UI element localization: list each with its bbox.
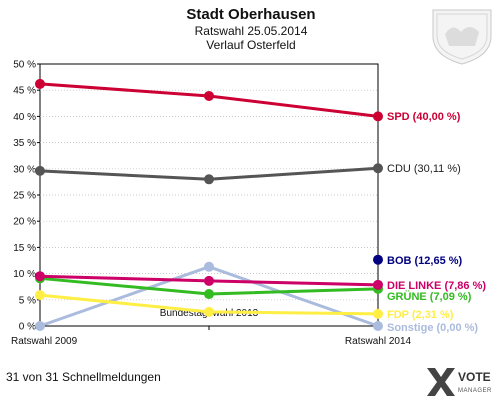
coat-of-arms-icon [432, 9, 492, 65]
y-tick-label: 5 % [19, 295, 36, 306]
series-label-bob: BOB (12,65 %) [387, 255, 463, 267]
votemanager-logo-icon [427, 368, 455, 396]
y-tick-label: 0 % [19, 322, 36, 333]
data-point-fdp [204, 306, 214, 317]
data-point-die-linke [35, 271, 45, 282]
series-labels: SPD (40,00 %) CDU (30,11 %) BOB (12,65 %) D… [387, 111, 486, 334]
grid-lines [40, 89, 378, 301]
y-tick-label: 15 % [13, 243, 36, 254]
series-label-cdu: CDU (30,11 %) [387, 163, 461, 175]
logo-sub-text: MANAGER [458, 388, 492, 394]
data-point-sonstige [204, 261, 214, 272]
y-axis: 0 % 5 % 10 % 15 % 20 % 25 % 30 % 35 % 40 % 45 % 50… [13, 60, 40, 333]
chart-title: Stadt Oberhausen [186, 6, 315, 23]
data-point-spd [35, 78, 45, 89]
data-point-sonstige [35, 321, 45, 331]
chart-subtitle: Ratswahl 25.05.2014 [195, 24, 308, 38]
data-point-fdp [373, 308, 383, 319]
data-point-cdu [204, 174, 214, 185]
series-label-sonstige: Sonstige (0,00 %) [387, 322, 478, 334]
data-point-cdu [35, 165, 45, 176]
y-tick-label: 10 % [13, 269, 36, 280]
data-point-gr-ne [204, 289, 214, 300]
data-point-die-linke [204, 275, 214, 286]
x-tick-label: Ratswahl 2009 [11, 336, 78, 347]
data-point-spd [204, 90, 214, 101]
data-point-spd [373, 111, 383, 122]
y-tick-label: 50 % [13, 60, 36, 71]
data-point-sonstige [373, 321, 383, 331]
y-tick-label: 40 % [13, 112, 36, 123]
data-point-bob [373, 254, 383, 265]
data-point-fdp [35, 290, 45, 301]
logo-main-text: VOTE [458, 370, 491, 384]
series-group [35, 78, 383, 331]
status-text: 31 von 31 Schnellmeldungen [6, 370, 161, 384]
y-tick-label: 25 % [13, 191, 36, 202]
series-label-gr-ne: GRÜNE (7,09 %) [387, 290, 472, 303]
y-tick-label: 30 % [13, 164, 36, 175]
y-tick-label: 20 % [13, 217, 36, 228]
y-tick-label: 45 % [13, 86, 36, 97]
chart-subtitle-2: Verlauf Osterfeld [206, 38, 295, 52]
series-label-die-linke: DIE LINKE (7,86 %) [387, 280, 486, 292]
series-label-fdp: FDP (2,31 %) [387, 309, 454, 321]
series-label-spd: SPD (40,00 %) [387, 111, 461, 123]
data-point-die-linke [373, 279, 383, 290]
data-point-cdu [373, 163, 383, 174]
x-tick-label: Ratswahl 2014 [345, 336, 412, 347]
y-tick-label: 35 % [13, 138, 36, 149]
